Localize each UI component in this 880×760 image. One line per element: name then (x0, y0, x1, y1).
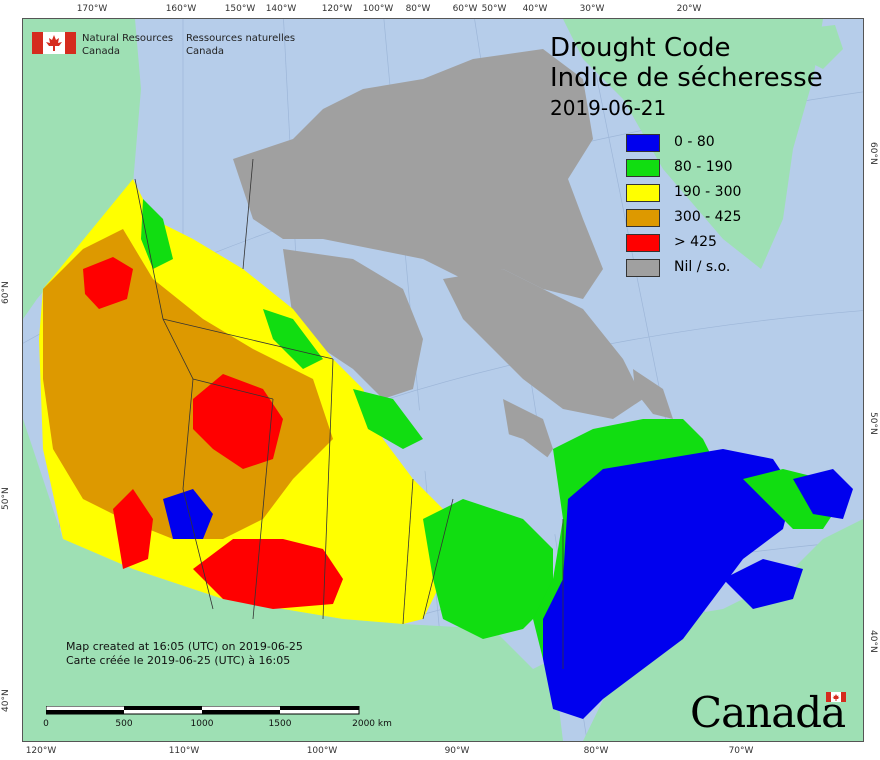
legend-swatch (626, 209, 660, 227)
right-tick-50n: 50°N (868, 412, 878, 435)
keewatin-green (353, 389, 423, 449)
nunavut-mainland-nil (283, 249, 423, 399)
hudson-bay (413, 409, 568, 539)
legend-swatch (626, 134, 660, 152)
canada-wordmark: Canada (690, 688, 846, 737)
right-tick-40n: 40°N (868, 630, 878, 653)
maritimes-blue (723, 559, 803, 609)
baffin-nil (443, 269, 643, 419)
arctic-islands-nil (233, 49, 603, 299)
bottom-tick-70w: 70°W (728, 746, 754, 756)
agency-name-fr-line2: Canada (186, 46, 225, 57)
legend-label: 0 - 80 (674, 134, 715, 150)
ontario-green-west (423, 499, 553, 639)
yukon-green (141, 199, 173, 269)
scale-label-2000: 2000 km (352, 719, 392, 729)
canada-flag-icon (32, 32, 76, 54)
nwt-green (263, 309, 323, 369)
scale-label-0: 0 (43, 719, 49, 729)
right-tick-60n: 60°N (868, 142, 878, 165)
scale-label-500: 500 (115, 719, 133, 729)
bottom-tick-90w: 90°W (444, 746, 470, 756)
top-tick-120w: 120°W (321, 4, 353, 14)
top-tick-60w: 60°W (452, 4, 478, 14)
wordmark-flag-icon (826, 692, 846, 702)
scale-label-1500: 1500 (268, 719, 292, 729)
province-borders (134, 158, 564, 669)
legend-swatch (626, 234, 660, 252)
map-svg (23, 19, 863, 741)
agency-name-en-line2: Canada (82, 46, 121, 57)
bc-red (113, 489, 153, 569)
legend-label: 190 - 300 (674, 184, 742, 200)
alberta-blue (163, 489, 213, 539)
greenland-land (563, 19, 823, 269)
newfoundland-blue (793, 469, 853, 519)
legend-swatch (626, 259, 660, 277)
legend-label: Nil / s.o. (674, 259, 731, 275)
top-tick-80w: 80°W (405, 4, 431, 14)
scale-label-1000: 1000 (190, 719, 214, 729)
agency-name-en-line1: Natural Resources (82, 33, 174, 44)
legend-swatch (626, 159, 660, 177)
nwt-red (193, 374, 283, 469)
top-tick-170w: 170°W (76, 4, 108, 14)
top-tick-100w: 100°W (362, 4, 394, 14)
top-tick-40w: 40°W (522, 4, 548, 14)
agency-name-fr-line1: Ressources naturelles (186, 33, 296, 44)
legend-label: 80 - 190 (674, 159, 733, 175)
left-tick-60n: 60°N (1, 281, 11, 304)
top-tick-50w: 50°W (481, 4, 507, 14)
bottom-tick-80w: 80°W (583, 746, 609, 756)
map-title-fr: Indice de sécheresse (550, 63, 823, 93)
top-tick-150w: 150°W (224, 4, 256, 14)
prairies-red (193, 539, 343, 609)
left-tick-50n: 50°N (1, 487, 11, 510)
top-tick-160w: 160°W (165, 4, 197, 14)
labrador-coast-nil (633, 369, 673, 419)
alaska-land (23, 19, 141, 319)
quebec-blue (543, 449, 793, 719)
bottom-tick-110w: 110°W (168, 746, 200, 756)
bottom-tick-120w: 120°W (25, 746, 57, 756)
map-canvas[interactable] (22, 18, 864, 742)
legend-label: 300 - 425 (674, 209, 742, 225)
agency-name-fr: Ressources naturelles Canada (186, 32, 295, 58)
legend-swatch (626, 184, 660, 202)
agency-name-en: Natural Resources Canada (82, 32, 173, 58)
top-tick-30w: 30°W (579, 4, 605, 14)
iceland-land (801, 25, 843, 69)
map-title-en: Drought Code (550, 33, 731, 63)
bottom-tick-100w: 100°W (306, 746, 338, 756)
scale-bar (46, 706, 360, 715)
legend-label: > 425 (674, 234, 717, 250)
yukon-red (83, 257, 133, 309)
map-date: 2019-06-21 (550, 96, 667, 120)
left-tick-40n: 40°N (1, 689, 11, 712)
credit-en: Map created at 16:05 (UTC) on 2019-06-25 (66, 640, 303, 653)
top-tick-140w: 140°W (265, 4, 297, 14)
top-tick-20w: 20°W (676, 4, 702, 14)
credit-fr: Carte créée le 2019-06-25 (UTC) à 16:05 (66, 654, 291, 667)
usa-land (23, 419, 563, 741)
